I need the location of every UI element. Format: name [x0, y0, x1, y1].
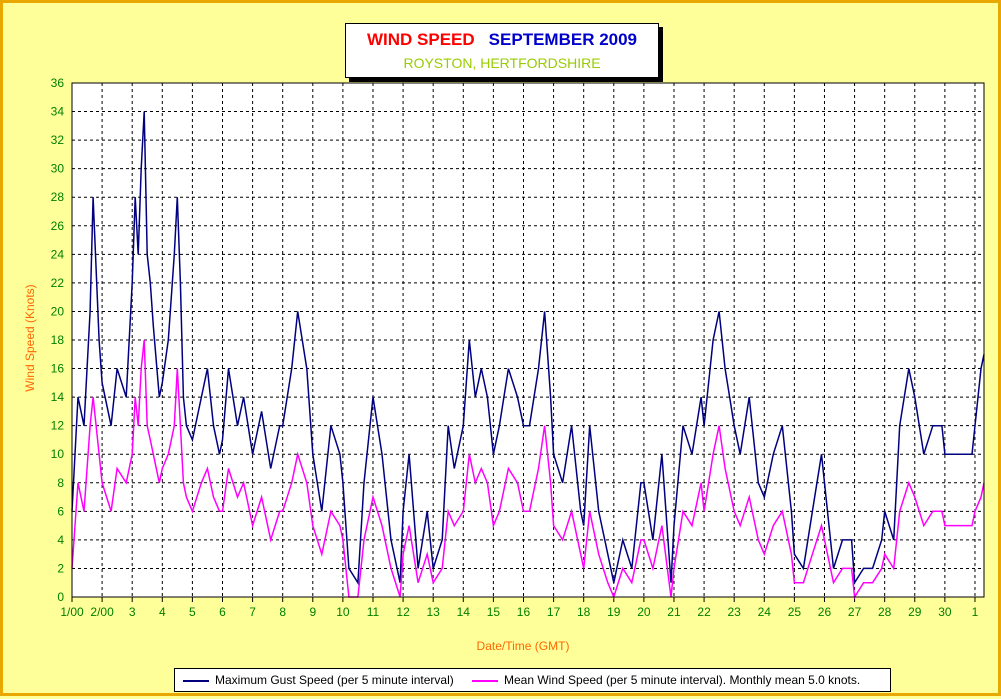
chart-title: WIND SPEED SEPTEMBER 2009 — [346, 30, 658, 50]
x-tick-label: 28 — [878, 605, 892, 619]
x-tick-label: 7 — [249, 605, 256, 619]
legend-swatch-gust — [183, 679, 209, 682]
legend-swatch-mean — [472, 679, 498, 682]
x-tick-label: 4 — [159, 605, 166, 619]
x-tick-label: 6 — [219, 605, 226, 619]
series-gust-line — [71, 111, 985, 586]
x-tick-label: 24 — [758, 605, 772, 619]
x-tick-label: 3 — [129, 605, 136, 619]
y-tick-label: 22 — [51, 276, 65, 290]
x-tick-label: 18 — [577, 605, 591, 619]
series-mean-line — [71, 339, 985, 600]
chart-title-box: WIND SPEED SEPTEMBER 2009 ROYSTON, HERTFO… — [345, 23, 659, 78]
y-tick-label: 16 — [51, 362, 65, 376]
y-tick-label: 26 — [51, 219, 65, 233]
x-tick-label: 10 — [336, 605, 350, 619]
x-tick-label: 1 — [972, 605, 979, 619]
y-tick-label: 36 — [51, 76, 65, 90]
x-tick-label: 27 — [848, 605, 862, 619]
y-tick-label: 34 — [51, 105, 65, 119]
x-tick-label: 19 — [607, 605, 621, 619]
x-tick-label: 15 — [487, 605, 501, 619]
y-axis-label: Wind Speed (Knots) — [23, 284, 37, 392]
x-tick-label: 14 — [457, 605, 471, 619]
x-tick-label: 11 — [367, 605, 380, 619]
x-tick-label: 12 — [396, 605, 410, 619]
y-tick-label: 0 — [57, 590, 64, 604]
y-tick-label: 2 — [57, 561, 64, 575]
x-tick-label: 9 — [309, 605, 316, 619]
x-tick-label: 25 — [788, 605, 802, 619]
title-part1: WIND SPEED — [366, 30, 475, 49]
x-tick-label: 13 — [427, 605, 441, 619]
y-tick-label: 12 — [51, 419, 65, 433]
x-tick-label: 20 — [637, 605, 651, 619]
x-tick-label: 5 — [189, 605, 196, 619]
legend-label-gust: Maximum Gust Speed (per 5 minute interva… — [215, 673, 454, 687]
chart-subtitle: ROYSTON, HERTFORDSHIRE — [403, 55, 601, 71]
x-tick-label: 1/00 — [60, 605, 84, 619]
x-tick-label: 30 — [938, 605, 952, 619]
x-tick-label: 22 — [697, 605, 711, 619]
y-tick-label: 8 — [57, 476, 64, 490]
y-tick-label: 18 — [51, 333, 65, 347]
x-tick-label: 23 — [727, 605, 741, 619]
legend-label-mean: Mean Wind Speed (per 5 minute interval).… — [504, 673, 861, 687]
y-tick-label: 10 — [51, 447, 65, 461]
y-tick-label: 20 — [51, 304, 65, 318]
x-tick-label: 17 — [547, 605, 561, 619]
chart-legend: Maximum Gust Speed (per 5 minute interva… — [174, 668, 891, 692]
y-tick-label: 30 — [51, 162, 65, 176]
x-tick-label: 21 — [667, 605, 681, 619]
y-tick-label: 14 — [51, 390, 65, 404]
title-part2: SEPTEMBER 2009 — [488, 30, 638, 49]
x-tick-label: 16 — [517, 605, 531, 619]
x-tick-label: 8 — [279, 605, 286, 619]
plot-border — [71, 82, 985, 598]
y-tick-label: 6 — [57, 504, 64, 518]
legend-item-gust: Maximum Gust Speed (per 5 minute interva… — [183, 673, 454, 687]
x-tick-label: 2/00 — [90, 605, 114, 619]
legend-item-mean: Mean Wind Speed (per 5 minute interval).… — [472, 673, 860, 687]
y-tick-label: 24 — [51, 247, 65, 261]
y-tick-label: 4 — [57, 533, 64, 547]
x-tick-label: 26 — [818, 605, 832, 619]
y-tick-label: 28 — [51, 190, 65, 204]
x-tick-label: 29 — [908, 605, 922, 619]
x-axis-label: Date/Time (GMT) — [476, 639, 570, 653]
y-tick-label: 32 — [51, 133, 65, 147]
